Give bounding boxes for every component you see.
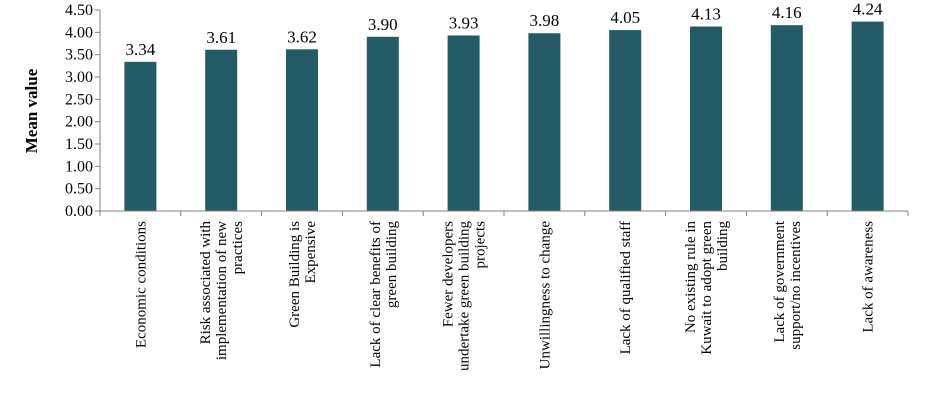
data-labels: 3.34 3.61 3.62 3.90 3.93 3.98 4.05 4.13 4.16 4.24 (126, 0, 883, 59)
bar (609, 30, 642, 211)
x-tick-label: Green Building is Expensive (287, 221, 319, 328)
x-tick-label: Lack of awareness (861, 221, 877, 333)
data-label: 3.98 (530, 11, 560, 30)
y-axis-ticks: 0.00 0.50 1.00 1.50 2.00 2.50 3.00 3.50 4.00 4.50 (65, 2, 93, 220)
bar (205, 49, 238, 212)
x-tick-label: Economic conditions (133, 221, 149, 348)
x-tick-label-line: Lack of awareness (861, 221, 877, 333)
x-tick-label: Lack of clear benefits of green building (368, 221, 400, 368)
x-tick-label-line: Unwillingness to change (537, 221, 553, 370)
y-tick-label: 3.00 (65, 69, 93, 86)
axes (95, 9, 909, 216)
bar (286, 49, 318, 211)
y-tick-label: 0.00 (65, 203, 93, 220)
x-tick-label: Fewer developers undertake green building… (441, 221, 489, 371)
bars (124, 21, 884, 212)
data-label: 4.13 (691, 5, 721, 24)
bar (366, 36, 399, 211)
x-tick-label-line: Lack of clear benefits of (368, 221, 384, 368)
y-tick-label: 1.00 (65, 158, 93, 175)
x-tick-label: Unwillingness to change (537, 221, 553, 370)
data-label: 3.90 (368, 15, 398, 34)
data-label: 4.24 (853, 0, 883, 19)
y-tick-label: 2.00 (65, 114, 93, 131)
x-tick-label-line: building (715, 221, 731, 272)
x-tick-label-line: Expensive (303, 221, 319, 284)
x-tick-label: Lack of qualified staff (618, 221, 634, 354)
data-label: 3.61 (206, 28, 236, 47)
x-tick-label-line: Economic conditions (133, 221, 149, 348)
x-tick-label: No existing rule in Kuwait to adopt green… (683, 221, 731, 355)
x-tick-label-line: implementation of new (214, 221, 230, 360)
x-tick-label-line: Lack of government (772, 220, 788, 342)
data-label: 3.34 (126, 40, 156, 59)
bar (851, 21, 884, 212)
y-tick-label: 0.50 (65, 181, 93, 198)
x-tick-label-line: support/no incentives (788, 221, 804, 350)
data-label: 4.16 (772, 3, 802, 22)
x-axis-labels: Economic conditions Risk associated with i… (133, 220, 876, 371)
x-tick-label-line: Kuwait to adopt green (699, 221, 715, 355)
bar (770, 25, 803, 212)
data-label: 4.05 (610, 8, 640, 27)
x-tick-label: Lack of government support/no incentives (772, 220, 804, 350)
x-tick-label-line: undertake green building (457, 221, 473, 371)
x-tick-label-line: No existing rule in (683, 221, 699, 334)
x-tick-label-line: Lack of qualified staff (618, 221, 634, 354)
bar (447, 35, 480, 212)
x-tick-label-line: projects (473, 221, 489, 269)
bar (690, 26, 722, 211)
x-tick-label-line: Green Building is (287, 221, 303, 328)
bar (528, 33, 561, 211)
bar (124, 61, 157, 212)
x-tick-label-line: green building (384, 221, 400, 309)
data-label: 3.93 (449, 13, 479, 32)
x-tick-label-line: Risk associated with (198, 221, 214, 345)
y-tick-label: 3.50 (65, 47, 93, 64)
x-tick-label-line: practices (230, 221, 246, 274)
y-tick-label: 4.50 (65, 2, 93, 19)
y-tick-label: 4.00 (65, 24, 93, 41)
y-tick-label: 2.50 (65, 91, 93, 108)
x-tick-label-line: Fewer developers (441, 221, 457, 327)
x-tick-label: Risk associated with implementation of ne… (198, 221, 246, 361)
y-tick-label: 1.50 (65, 136, 93, 153)
y-axis-title: Mean value (22, 68, 41, 153)
data-label: 3.62 (287, 27, 317, 46)
